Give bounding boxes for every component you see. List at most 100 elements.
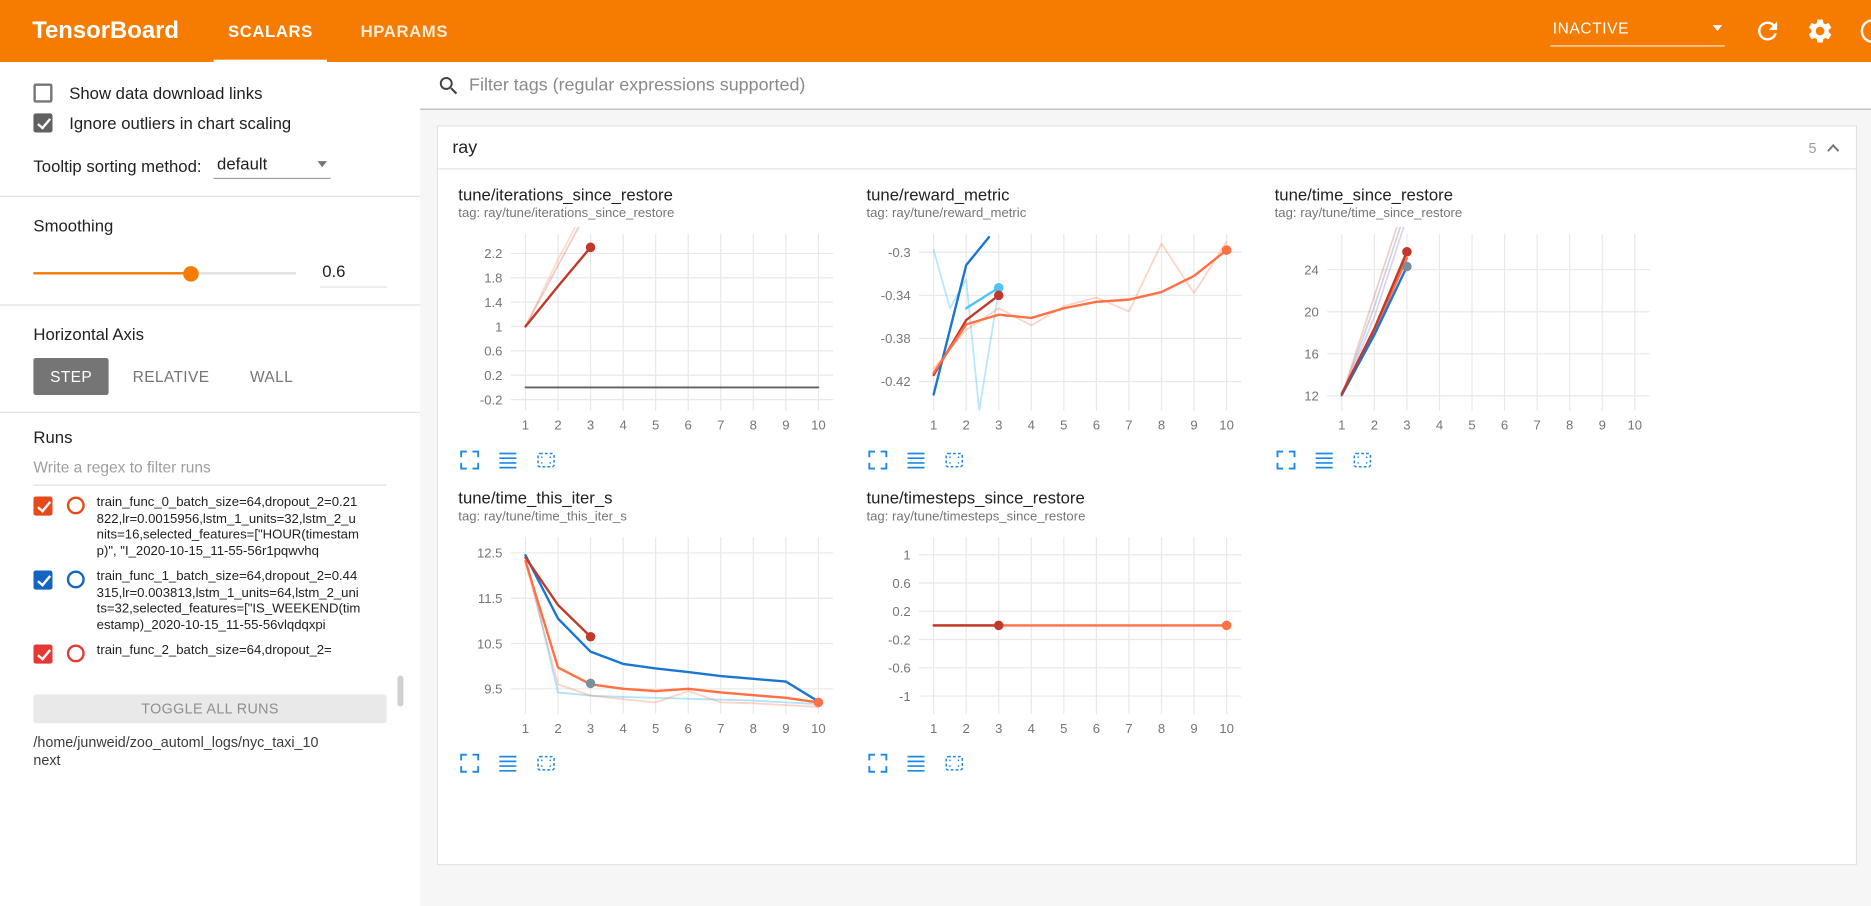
axis-wall-button[interactable]: WALL — [233, 358, 310, 395]
expand-chart-icon[interactable] — [1275, 448, 1298, 471]
sidebar-divider — [0, 195, 421, 197]
refresh-icon[interactable] — [1753, 17, 1782, 46]
app-title: TensorBoard — [32, 17, 180, 45]
run-radio[interactable] — [66, 570, 85, 589]
sidebar-divider — [0, 411, 421, 413]
svg-text:12.5: 12.5 — [477, 546, 503, 561]
run-list[interactable]: train_func_0_batch_size=64,dropout_2=0.2… — [33, 495, 386, 691]
search-icon — [437, 73, 469, 97]
run-item: train_func_0_batch_size=64,dropout_2=0.2… — [33, 495, 386, 559]
svg-text:4: 4 — [619, 721, 626, 736]
svg-text:9: 9 — [1599, 418, 1606, 433]
full-width-lines-icon[interactable] — [905, 448, 928, 471]
chart-plot[interactable]: 1 2 3 4 5 6 7 8 9 10 -1 -0.6 -0.2 0.2 0.6 1 — [866, 530, 1250, 742]
svg-text:1.8: 1.8 — [484, 271, 502, 286]
chart-card: tune/timesteps_since_restore tag: ray/tu… — [866, 487, 1250, 776]
svg-text:2: 2 — [963, 721, 970, 736]
full-width-lines-icon[interactable] — [496, 448, 519, 471]
svg-text:3: 3 — [1403, 418, 1410, 433]
svg-text:10.5: 10.5 — [477, 636, 503, 651]
svg-text:1: 1 — [930, 721, 937, 736]
section-title: ray — [452, 137, 478, 158]
tooltip-sorting-dropdown[interactable]: default — [213, 152, 331, 180]
svg-text:1: 1 — [1338, 418, 1345, 433]
ignore-outliers-row[interactable]: Ignore outliers in chart scaling — [33, 113, 386, 133]
run-item: train_func_1_batch_size=64,dropout_2=0.4… — [33, 569, 386, 633]
svg-text:9: 9 — [1190, 721, 1197, 736]
ignore-outliers-label: Ignore outliers in chart scaling — [69, 113, 292, 133]
tab-hparams[interactable]: HPARAMS — [360, 21, 449, 41]
svg-text:-0.3: -0.3 — [888, 245, 911, 260]
svg-text:0.2: 0.2 — [892, 604, 910, 619]
sidebar-divider — [0, 304, 421, 306]
ray-section-header[interactable]: ray 5 — [438, 127, 1856, 170]
fit-domain-icon[interactable] — [943, 751, 966, 774]
svg-text:10: 10 — [1219, 418, 1234, 433]
help-icon[interactable] — [1858, 17, 1871, 46]
toggle-all-runs-button[interactable]: TOGGLE ALL RUNS — [33, 694, 387, 724]
tag-filter-bar — [420, 62, 1871, 110]
scrollbar-thumb[interactable] — [397, 675, 404, 707]
svg-text:1: 1 — [930, 418, 937, 433]
axis-step-button[interactable]: STEP — [33, 358, 109, 396]
axis-relative-button[interactable]: RELATIVE — [116, 358, 226, 395]
svg-text:10: 10 — [1219, 721, 1234, 736]
svg-text:4: 4 — [1436, 418, 1443, 433]
full-width-lines-icon[interactable] — [1313, 448, 1336, 471]
svg-text:6: 6 — [685, 418, 692, 433]
runs-filter-input[interactable] — [33, 446, 387, 486]
expand-chart-icon[interactable] — [866, 751, 889, 774]
tab-scalars[interactable]: SCALARS — [204, 0, 337, 63]
chevron-up-icon[interactable] — [1822, 138, 1843, 157]
fit-domain-icon[interactable] — [535, 448, 558, 471]
svg-text:9: 9 — [1190, 418, 1197, 433]
expand-chart-icon[interactable] — [866, 448, 889, 471]
fit-domain-icon[interactable] — [535, 751, 558, 774]
smoothing-value-input[interactable] — [319, 258, 387, 288]
tag-filter-input[interactable] — [469, 75, 1855, 96]
run-radio[interactable] — [66, 644, 85, 663]
status-dropdown[interactable]: INACTIVE — [1550, 16, 1725, 46]
chart-tag: tag: ray/tune/timesteps_since_restore — [866, 509, 1086, 524]
chart-plot[interactable]: 1 2 3 4 5 6 7 8 9 10 12 16 20 24 — [1275, 226, 1659, 439]
chart-card: tune/time_since_restore tag: ray/tune/ti… — [1275, 184, 1659, 473]
chart-tag: tag: ray/tune/time_since_restore — [1274, 206, 1463, 221]
svg-text:10: 10 — [811, 721, 826, 736]
fit-domain-icon[interactable] — [943, 448, 966, 471]
fit-domain-icon[interactable] — [1351, 448, 1374, 471]
tooltip-sorting-row: Tooltip sorting method: default — [33, 152, 386, 180]
chart-title: tune/time_since_restore — [1274, 184, 1453, 205]
show-download-links-checkbox[interactable] — [33, 83, 53, 103]
full-width-lines-icon[interactable] — [905, 751, 928, 774]
svg-text:2: 2 — [1371, 418, 1378, 433]
svg-text:7: 7 — [1125, 418, 1132, 433]
header-actions: INACTIVE — [1550, 0, 1871, 62]
svg-text:6: 6 — [1501, 418, 1508, 433]
run-radio[interactable] — [66, 496, 85, 515]
app-header: TensorBoard SCALARS HPARAMS INACTIVE — [0, 0, 1871, 63]
tab-bar: SCALARS HPARAMS — [204, 0, 472, 63]
full-width-lines-icon[interactable] — [496, 751, 519, 774]
svg-text:5: 5 — [652, 418, 659, 433]
chart-toolbar — [458, 446, 842, 472]
chart-plot[interactable]: 1 2 3 4 5 6 7 8 9 10 -0.2 0.2 0.6 1 1.4 1.8 2.2 — [458, 226, 842, 439]
svg-text:1: 1 — [495, 319, 502, 334]
chart-plot[interactable]: 1 2 3 4 5 6 7 8 9 10 -0.42 -0.38 -0.34 -0.3 — [866, 227, 1250, 439]
chart-card: tune/time_this_iter_s tag: ray/tune/time… — [458, 487, 842, 776]
svg-text:6: 6 — [1093, 721, 1100, 736]
ignore-outliers-checkbox[interactable] — [33, 113, 53, 133]
run-checkbox[interactable] — [33, 644, 53, 664]
smoothing-slider-thumb[interactable] — [183, 265, 199, 282]
run-item: train_func_2_batch_size=64,dropout_2= — [33, 643, 386, 664]
settings-gear-icon[interactable] — [1806, 17, 1835, 46]
run-checkbox[interactable] — [33, 496, 53, 516]
run-checkbox[interactable] — [33, 570, 53, 590]
expand-chart-icon[interactable] — [458, 448, 481, 471]
svg-text:3: 3 — [995, 721, 1002, 736]
show-download-links-row[interactable]: Show data download links — [33, 83, 386, 103]
chart-plot[interactable]: 1 2 3 4 5 6 7 8 9 10 9.5 10.5 11.5 12.5 — [458, 530, 842, 742]
expand-chart-icon[interactable] — [458, 751, 481, 774]
smoothing-slider[interactable] — [33, 265, 296, 282]
svg-text:2: 2 — [963, 418, 970, 433]
